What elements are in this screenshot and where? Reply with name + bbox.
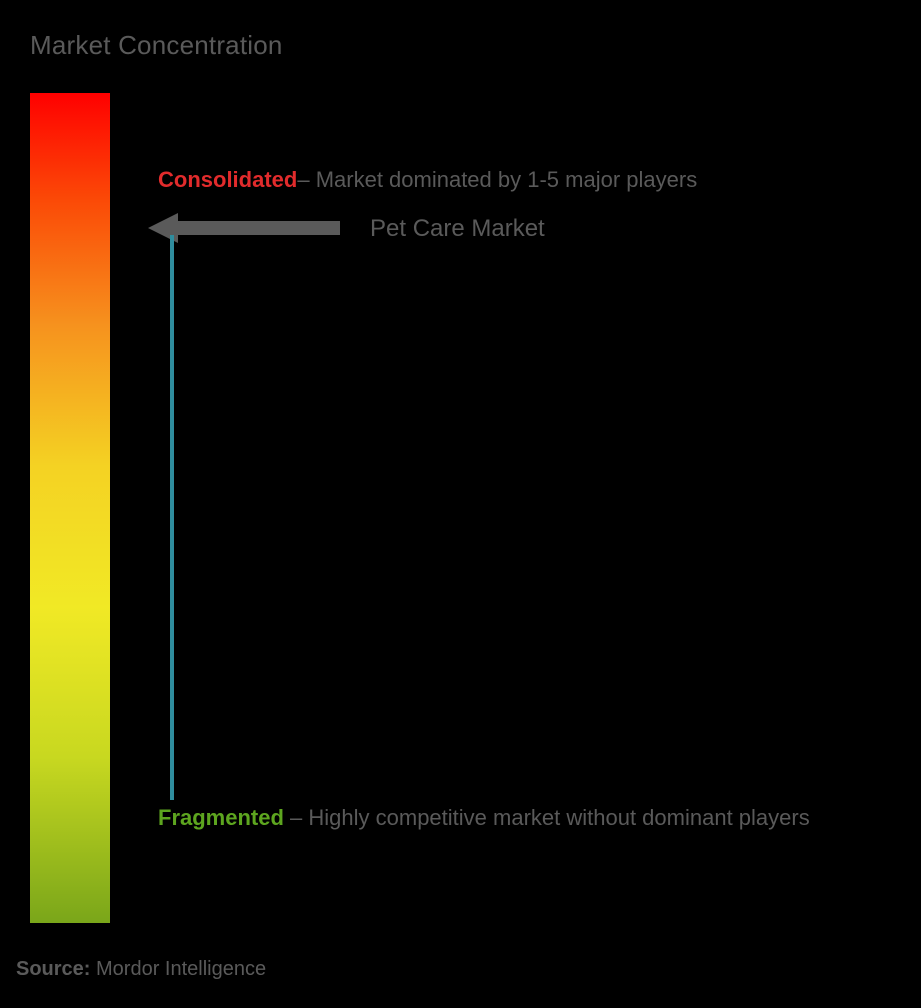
marker-label: Pet Care Market [370, 215, 545, 243]
fragmented-term: Fragmented [158, 805, 284, 830]
consolidated-desc: – Market dominated by 1-5 major players [297, 167, 697, 192]
infographic-canvas: Market Concentration Consolidated– Marke… [0, 0, 921, 1008]
source-attribution: Source: Mordor Intelligence [16, 958, 266, 981]
marker-vertical-line [170, 235, 174, 800]
marker-arrow-icon [146, 210, 346, 250]
chart-title: Market Concentration [30, 30, 283, 61]
consolidated-label-row: Consolidated– Market dominated by 1-5 ma… [158, 160, 697, 200]
consolidated-term: Consolidated [158, 167, 297, 192]
source-label: Source: [16, 958, 90, 980]
concentration-gradient-bar [30, 93, 110, 923]
fragmented-desc: – Highly competitive market without domi… [284, 805, 810, 830]
fragmented-label-row: Fragmented – Highly competitive market w… [158, 798, 878, 838]
source-value: Mordor Intelligence [90, 958, 266, 980]
